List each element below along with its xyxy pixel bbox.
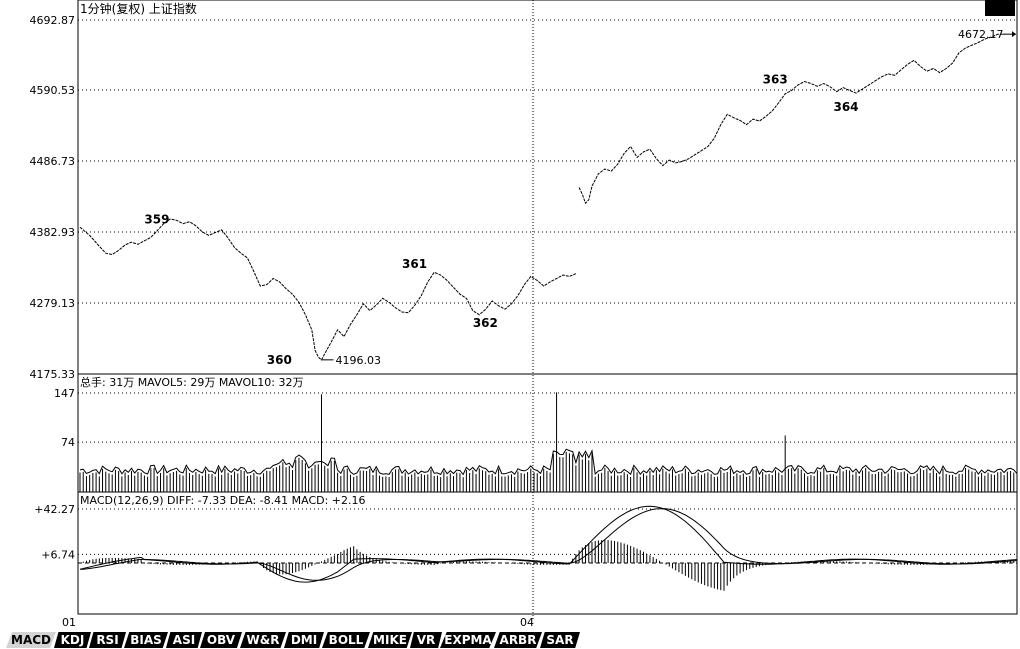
tab-label: EXPMA <box>444 633 492 647</box>
tab-label: MACD <box>11 633 51 647</box>
tab-shape <box>494 632 542 648</box>
price-y-tick: 4175.33 <box>30 368 76 381</box>
tab-label: BIAS <box>130 633 162 647</box>
tab-label: ARBR <box>499 633 537 647</box>
volume-y-tick: 147 <box>54 387 75 400</box>
tab-shape <box>6 632 56 648</box>
volume-bars <box>79 392 1018 492</box>
tab-shape <box>240 632 286 648</box>
tab-obv[interactable]: OBV <box>200 632 242 648</box>
tab-label: ASI <box>172 633 196 647</box>
tab-bias[interactable]: BIAS <box>124 632 168 648</box>
tab-label: SAR <box>546 633 574 647</box>
tab-asi[interactable]: ASI <box>166 632 202 648</box>
tab-label: VR <box>416 633 436 647</box>
macd-diff-line <box>79 505 1018 583</box>
tab-shape <box>410 632 442 648</box>
tab-mike[interactable]: MIKE <box>368 632 412 648</box>
mavol-line <box>79 448 1018 476</box>
price-series-line <box>578 33 1005 205</box>
tab-wr[interactable]: W&R <box>240 632 286 648</box>
tab-shape <box>200 632 242 648</box>
x-tick-label: 04 <box>520 616 534 629</box>
tab-label: DMI <box>290 633 318 647</box>
tab-shape <box>284 632 324 648</box>
tab-shape <box>124 632 168 648</box>
volume-y-tick: 74 <box>61 436 75 449</box>
tab-rsi[interactable]: RSI <box>89 632 126 648</box>
macd-dea-line <box>79 508 1018 581</box>
tab-label: KDJ <box>60 633 85 647</box>
tab-label: RSI <box>96 633 119 647</box>
tab-label: MIKE <box>373 633 407 647</box>
wave-label: 363 <box>763 73 788 87</box>
tab-macd[interactable]: MACD <box>6 632 56 648</box>
wave-label: 359 <box>144 213 169 227</box>
chart-frame <box>77 0 1018 615</box>
wave-label: 360 <box>267 353 292 367</box>
volume-legend: 总手: 31万 MAVOL5: 29万 MAVOL10: 32万 <box>80 375 303 389</box>
price-y-tick: 4279.13 <box>30 297 76 310</box>
chart-title: 1分钟(复权) 上证指数 <box>80 1 197 16</box>
macd-y-tick: +6.74 <box>41 548 75 561</box>
macd-y-tick: +42.27 <box>34 503 75 516</box>
tab-boll[interactable]: BOLL <box>322 632 370 648</box>
last-marker-arrow <box>1012 31 1016 38</box>
wave-label: 364 <box>833 100 858 114</box>
corner-indicator <box>985 0 1015 16</box>
x-tick-label: 01 <box>62 616 76 629</box>
tab-kdj[interactable]: KDJ <box>54 632 91 648</box>
tab-shape <box>540 632 580 648</box>
tab-label: W&R <box>246 633 280 647</box>
price-y-tick: 4590.53 <box>30 84 76 97</box>
last-price-label: 4672.17 <box>958 28 1004 41</box>
tab-vr[interactable]: VR <box>410 632 442 648</box>
tab-shape <box>440 632 496 648</box>
macd-histogram <box>82 539 1018 591</box>
tab-shape <box>89 632 126 648</box>
price-series-line <box>79 218 577 361</box>
price-y-tick: 4692.87 <box>30 14 76 27</box>
tab-label: OBV <box>206 633 236 647</box>
macd-legend: MACD(12,26,9) DIFF: -7.33 DEA: -8.41 MAC… <box>80 494 366 507</box>
tab-shape <box>166 632 202 648</box>
tab-shape <box>368 632 412 648</box>
price-y-tick: 4486.73 <box>30 155 76 168</box>
wave-label: 362 <box>473 316 498 330</box>
low-price-label: 4196.03 <box>336 354 382 367</box>
wave-label: 361 <box>402 257 427 271</box>
tab-dmi[interactable]: DMI <box>284 632 324 648</box>
tab-label: BOLL <box>328 633 364 647</box>
tab-shape <box>54 632 91 648</box>
tab-sar[interactable]: SAR <box>540 632 580 648</box>
tab-expma[interactable]: EXPMA <box>440 632 496 648</box>
price-y-tick: 4382.93 <box>30 226 76 239</box>
tab-shape <box>322 632 370 648</box>
tab-arbr[interactable]: ARBR <box>494 632 542 648</box>
indicator-tab-bar: MACD KDJ RSI BIAS ASI OBV W&R DMI BOLL MIKE VR EXPM… <box>0 630 1020 649</box>
